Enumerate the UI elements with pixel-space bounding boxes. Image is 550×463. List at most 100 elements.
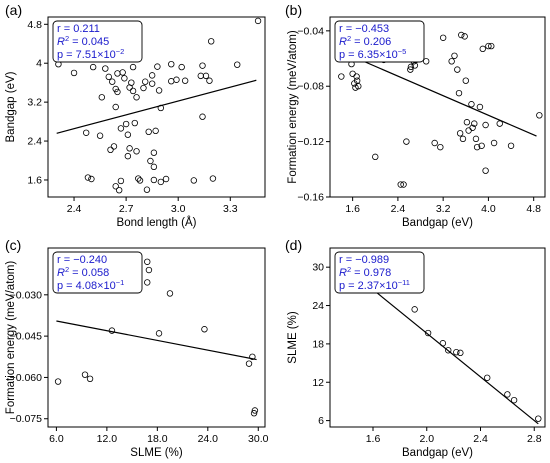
- data-point: [105, 73, 112, 81]
- data-point: [234, 61, 241, 68]
- data-point: [70, 69, 78, 77]
- data-layer: [359, 274, 542, 425]
- data-point: [504, 391, 511, 398]
- data-point: [119, 69, 126, 76]
- fit-line: [56, 79, 257, 134]
- data-point: [206, 77, 213, 84]
- data-point: [482, 121, 489, 129]
- x-tick-label: 30.0: [248, 433, 269, 445]
- x-tick-label: 2.7: [119, 203, 134, 215]
- data-point: [155, 87, 163, 94]
- data-point: [168, 60, 175, 68]
- x-tick-label: 4.0: [481, 203, 496, 215]
- data-point: [144, 258, 151, 265]
- stat-r2: R2 = 0.978: [339, 265, 391, 279]
- y-tick-label: 24: [312, 300, 324, 312]
- data-point: [349, 70, 356, 77]
- data-point: [144, 279, 151, 286]
- y-tick-label: −0.030: [10, 289, 43, 301]
- y-tick-label: 3.2: [27, 97, 42, 109]
- data-layer: [55, 17, 262, 194]
- data-point: [199, 62, 206, 69]
- data-point: [150, 176, 158, 184]
- stat-r2-symbol: R: [339, 267, 347, 279]
- y-axis-label: SLME (%): [287, 311, 299, 364]
- data-point: [453, 349, 460, 356]
- data-point: [96, 132, 104, 139]
- y-tick-label: −0.08: [297, 81, 324, 93]
- data-point: [251, 407, 259, 414]
- data-point: [112, 183, 119, 190]
- data-point: [157, 178, 165, 186]
- data-point: [479, 45, 486, 53]
- data-point: [135, 175, 142, 182]
- x-tick-label: 2.0: [419, 433, 434, 445]
- stat-p-exponent: −1: [116, 278, 125, 287]
- data-point: [199, 113, 206, 120]
- stat-r2-value: = 0.978: [351, 267, 391, 279]
- data-point: [455, 89, 463, 97]
- data-point: [461, 33, 468, 40]
- data-point: [197, 72, 204, 80]
- data-point: [400, 181, 407, 188]
- y-tick-label: −0.12: [297, 136, 324, 148]
- stat-p: p = 7.51×10−2: [57, 47, 124, 61]
- data-point: [115, 186, 123, 194]
- data-point: [110, 143, 118, 150]
- data-point: [173, 76, 180, 83]
- data-point: [140, 84, 147, 92]
- fit-line: [56, 320, 257, 361]
- stat-r2-symbol: R: [57, 36, 65, 48]
- data-point: [150, 149, 158, 156]
- data-point: [207, 38, 215, 45]
- y-axis-label: Bandgap (eV): [5, 71, 17, 142]
- data-point: [454, 66, 461, 73]
- stat-p-mantissa: p = 4.08×10: [57, 280, 116, 292]
- data-point: [507, 142, 515, 149]
- x-tick-label: 1.6: [366, 433, 381, 445]
- data-point: [407, 63, 415, 71]
- data-point: [98, 94, 106, 101]
- data-point: [484, 374, 491, 381]
- data-point: [88, 175, 95, 183]
- data-point: [372, 153, 379, 161]
- x-tick-label: 12.0: [97, 433, 118, 445]
- data-point: [133, 94, 140, 101]
- y-tick-label: −0.16: [297, 192, 324, 204]
- fit-line: [359, 278, 539, 425]
- data-point: [166, 290, 174, 297]
- data-point: [121, 75, 128, 82]
- data-point: [355, 83, 362, 90]
- data-point: [473, 143, 481, 151]
- x-axis-label: Bond length (Å): [117, 216, 197, 229]
- y-axis-label: Formation energy (meV/atom): [5, 261, 17, 415]
- data-point: [439, 34, 447, 41]
- data-point: [471, 120, 478, 127]
- x-tick-label: 24.0: [198, 433, 219, 445]
- x-tick-label: 3.3: [223, 203, 238, 215]
- stat-r2-symbol: R: [57, 267, 65, 279]
- x-tick-label: 2.4: [67, 203, 82, 215]
- data-point: [154, 63, 161, 70]
- data-point: [459, 135, 467, 143]
- stat-r2-superscript: 2: [65, 34, 69, 43]
- stat-r: r = −0.240: [57, 254, 107, 266]
- data-point: [131, 119, 138, 127]
- data-point: [108, 327, 116, 334]
- data-point: [411, 306, 418, 313]
- data-point: [102, 65, 109, 72]
- stat-r2: R2 = 0.206: [339, 34, 391, 48]
- data-point: [463, 119, 471, 126]
- panel-letter: (a): [5, 2, 22, 18]
- data-point: [147, 157, 154, 165]
- y-tick-label: 4: [36, 58, 42, 70]
- data-point: [129, 87, 137, 95]
- x-tick-label: 2.4: [473, 433, 488, 445]
- data-point: [133, 148, 140, 155]
- y-tick-label: −0.04: [297, 25, 324, 37]
- data-point: [403, 138, 410, 145]
- data-point: [89, 63, 97, 71]
- data-point: [254, 17, 262, 25]
